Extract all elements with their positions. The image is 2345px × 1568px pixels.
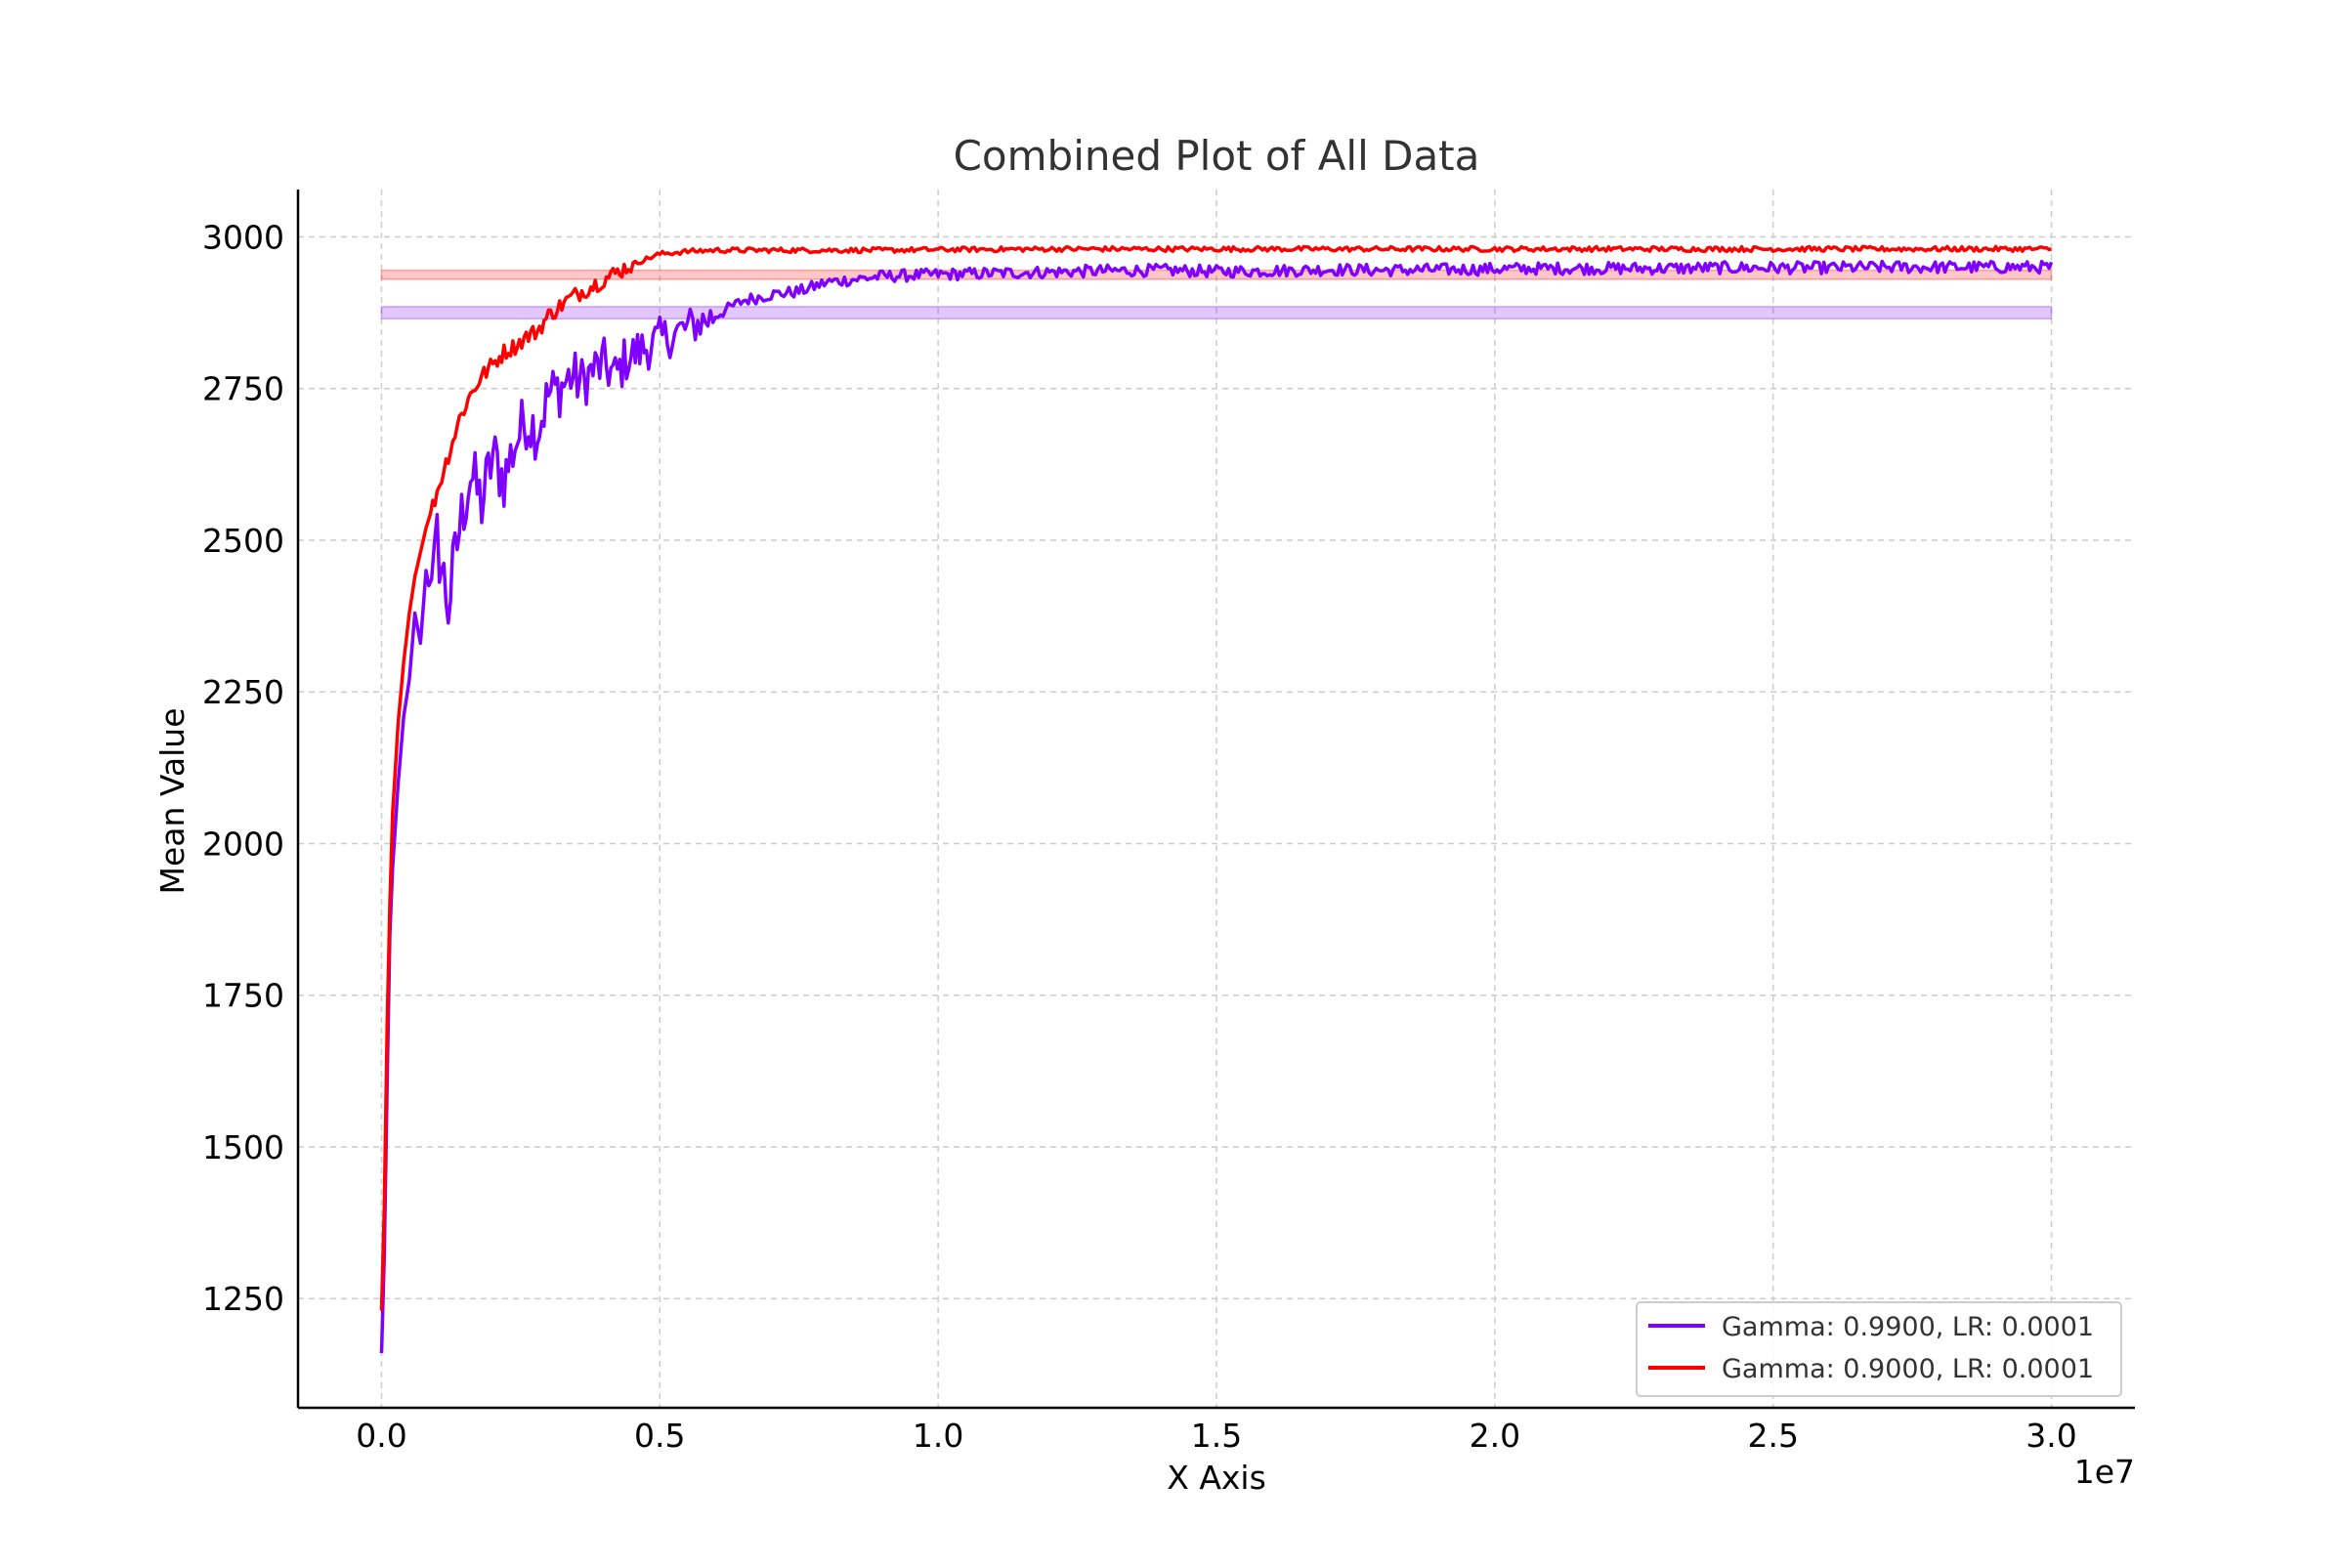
grid-lines (298, 190, 2135, 1408)
y-tick-label: 3000 (202, 218, 284, 256)
x-axis-label: X Axis (1167, 1459, 1266, 1497)
y-tick-label: 2000 (202, 825, 284, 863)
y-tick-label: 1250 (202, 1280, 284, 1318)
x-axis-offset-label: 1e7 (2074, 1453, 2135, 1491)
reference-band-1 (380, 269, 2053, 280)
chart-title: Combined Plot of All Data (954, 132, 1480, 180)
series-lines (379, 244, 2054, 1354)
x-axis-ticks: 0.0 0.5 1.0 1.5 2.0 2.5 3.0 (356, 1417, 2077, 1455)
legend: Gamma: 0.9900, LR: 0.0001 Gamma: 0.9000,… (1636, 1301, 2122, 1397)
series-line-0 (379, 259, 2054, 1354)
y-tick-label: 2750 (202, 370, 284, 408)
reference-bands (380, 269, 2053, 320)
x-tick-label: 3.0 (2025, 1417, 2076, 1455)
legend-label-gamma-0900: Gamma: 0.9000, LR: 0.0001 (1722, 1354, 2094, 1384)
y-axis-label: Mean Value (153, 707, 192, 894)
x-tick-label: 1.5 (1191, 1417, 1242, 1455)
y-tick-label: 1500 (202, 1128, 284, 1166)
x-tick-label: 0.0 (356, 1417, 406, 1455)
y-axis-ticks: 1250 1500 1750 2000 2250 2500 2750 3000 (202, 218, 284, 1318)
x-tick-label: 2.5 (1747, 1417, 1798, 1455)
x-tick-label: 1.0 (913, 1417, 963, 1455)
y-tick-label: 1750 (202, 977, 284, 1015)
y-tick-label: 2250 (202, 673, 284, 711)
y-tick-label: 2500 (202, 522, 284, 560)
x-tick-label: 2.0 (1470, 1417, 1520, 1455)
series-line-1 (379, 244, 2052, 1311)
x-tick-label: 0.5 (634, 1417, 685, 1455)
reference-band-0 (380, 306, 2053, 320)
legend-frame (1636, 1301, 2122, 1397)
legend-label-gamma-0990: Gamma: 0.9900, LR: 0.0001 (1722, 1312, 2094, 1342)
axes (296, 190, 2135, 1410)
